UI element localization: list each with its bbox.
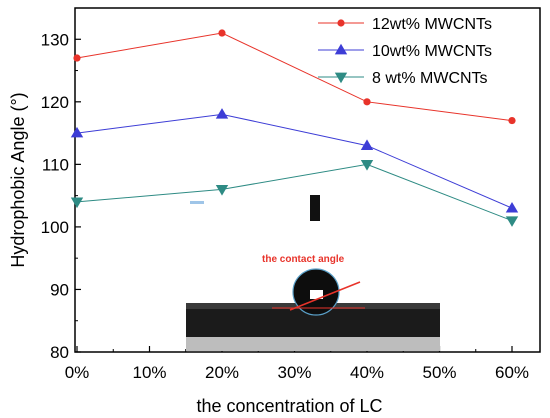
legend-item-2: 10wt% MWCNTs (318, 43, 492, 60)
legend-label: 12wt% MWCNTs (372, 16, 492, 33)
data-point (70, 126, 84, 138)
data-point (360, 160, 374, 171)
inset-needle (310, 195, 320, 221)
chart-series (70, 29, 519, 227)
y-tick-label: 80 (50, 343, 69, 362)
data-point (505, 216, 519, 227)
data-point (70, 197, 84, 209)
legend-marker (334, 43, 348, 55)
inset-droplet-highlight (310, 290, 323, 299)
inset-contact-angle-line (289, 281, 361, 311)
data-point (218, 29, 226, 37)
y-tick-label: 110 (42, 155, 69, 174)
x-tick-label: 20% (205, 363, 239, 382)
data-point (363, 98, 371, 106)
data-point (508, 116, 516, 125)
legend-item-1: 12wt% MWCNTs (318, 16, 492, 33)
series-line (76, 163, 513, 222)
x-tick-label: 30% (277, 363, 311, 382)
legend-marker (337, 19, 345, 27)
x-tick-label: 60% (495, 363, 529, 382)
chart-legend: 12wt% MWCNTs 10wt% MWCNTs 8 wt% MWCNTs (318, 16, 492, 87)
y-tick-label: 100 (41, 218, 69, 237)
x-tick-label: 10% (132, 363, 166, 382)
data-point (215, 108, 229, 119)
series-2 (70, 108, 519, 213)
chart-axes: 0% 10% 20% 30% 40% 50% 60% 80 90 100 110 120 130 the … (8, 7, 541, 416)
inset-photo-stage (186, 337, 440, 351)
plot-frame (74, 7, 541, 353)
x-tick-label: 40% (350, 363, 384, 382)
series-1 (73, 29, 516, 125)
data-point (73, 54, 81, 62)
data-point (360, 139, 374, 150)
x-tick-label: 0% (65, 363, 90, 382)
data-point (505, 201, 519, 213)
series-line (76, 32, 513, 122)
series-3 (70, 160, 519, 227)
contact-angle-inset-photo: the contact angle (186, 195, 440, 351)
legend-label: 10wt% MWCNTs (372, 43, 492, 60)
y-axis-title: Hydrophobic Angle (°) (8, 92, 28, 267)
legend-label: 8 wt% MWCNTs (372, 70, 488, 87)
data-point (215, 185, 229, 196)
y-tick-label: 130 (41, 30, 69, 49)
inset-small-mark (190, 201, 204, 204)
legend-marker (334, 72, 348, 84)
inset-annotation-label: the contact angle (262, 254, 345, 265)
y-tick-label: 90 (50, 280, 69, 299)
series-line (76, 113, 513, 209)
x-axis-title: the concentration of LC (196, 396, 382, 416)
x-tick-label: 50% (422, 363, 456, 382)
legend-item-3: 8 wt% MWCNTs (318, 70, 488, 87)
y-tick-label: 120 (41, 93, 69, 112)
